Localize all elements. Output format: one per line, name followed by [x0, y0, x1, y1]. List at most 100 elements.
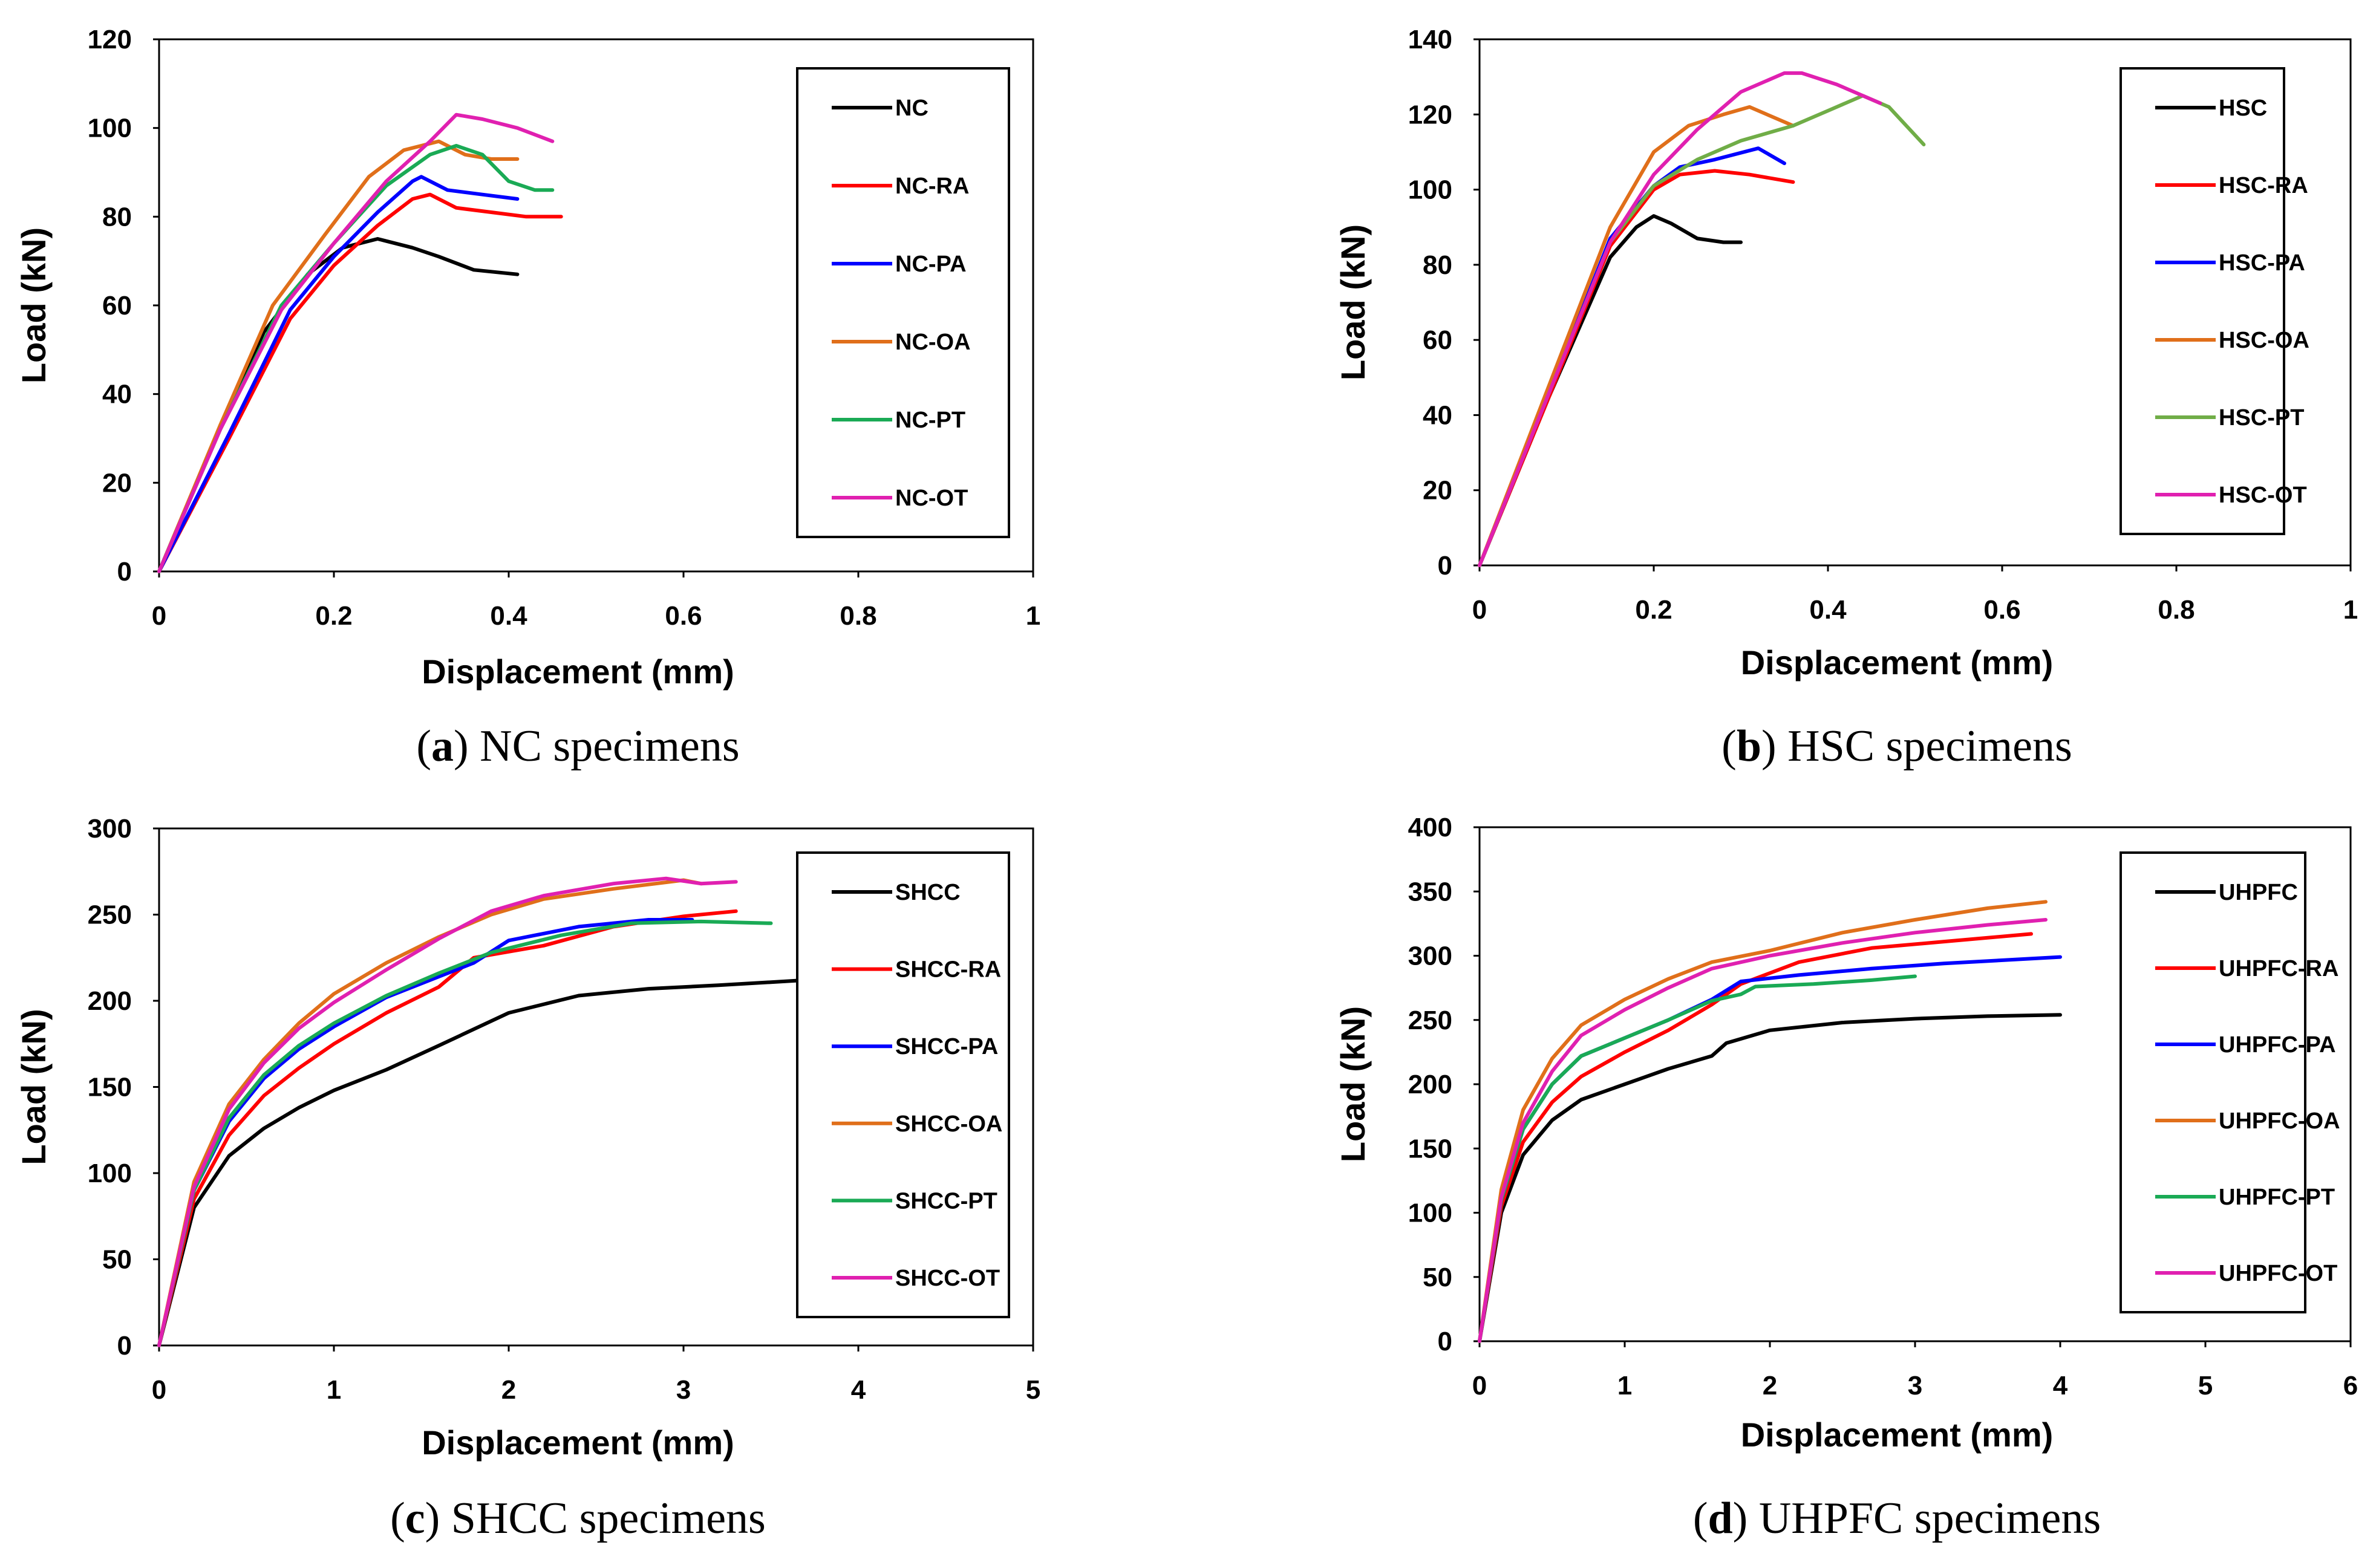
series-line-nc-ra [157, 192, 563, 573]
series-line-hsc-ot [1478, 71, 1882, 567]
series-line-nc-pt [157, 144, 555, 573]
legend-entry-label: UHPFC [2219, 880, 2298, 905]
legend-entry-label: UHPFC-OT [2219, 1261, 2337, 1286]
y-tick-label: 150 [88, 1073, 132, 1102]
chart-panel-a: 0 20 40 60 80 100 120 0 0.2 0.4 0.6 0.8 1 Displacemen… [15, 25, 1040, 771]
x-tick-label: 0.8 [2158, 595, 2195, 625]
x-tick-label: 6 [2343, 1371, 2358, 1400]
y-tick-label: 40 [1423, 400, 1452, 430]
series-line-uhpfc-ot [1478, 918, 2048, 1343]
y-tick-label: 150 [1408, 1134, 1452, 1163]
panel-caption-letter: c [405, 1494, 425, 1543]
series-line-shcc-ra [157, 909, 738, 1347]
x-tick-label: 4 [851, 1375, 866, 1405]
legend-entry-label: HSC-OT [2219, 483, 2307, 508]
y-tick-label: 300 [1408, 942, 1452, 971]
legend-entry-label: NC-OA [895, 330, 971, 355]
x-tick-label: 3 [1908, 1371, 1922, 1400]
legend-entry-label: NC-PT [895, 408, 965, 433]
chart-panel-b: 0 20 40 60 80 100 120 140 0 0.2 0.4 0.6 0.8 1 Displace… [1334, 25, 2358, 771]
x-axis-label: Displacement (mm) [422, 652, 734, 691]
x-tick-label: 1 [1026, 601, 1040, 631]
x-tick-label: 0 [152, 601, 166, 631]
series-line-shcc [157, 978, 808, 1347]
y-tick-label: 100 [1408, 175, 1452, 205]
legend-entry-label: UHPFC-PA [2219, 1032, 2336, 1058]
y-axis-label: Load (kN) [1334, 1006, 1372, 1162]
x-tick-label: 5 [1026, 1375, 1040, 1405]
series-line-hsc-ra [1478, 169, 1795, 567]
legend-entry-label: UHPFC-RA [2219, 956, 2338, 981]
y-tick-label: 200 [88, 986, 132, 1016]
panel-caption-letter: d [1708, 1494, 1733, 1543]
chart-panel-d: 0 50 100 150 200 250 300 350 400 0 1 2 3 4 5 6 Displacem… [1334, 813, 2358, 1543]
legend-entry-label: UHPFC-PT [2219, 1185, 2335, 1210]
y-tick-label: 250 [88, 900, 132, 930]
x-tick-label: 0 [152, 1375, 166, 1405]
y-axis-label: Load (kN) [15, 227, 53, 383]
legend-entry-label: NC-OT [895, 486, 968, 511]
panel-caption-letter: b [1737, 721, 1761, 771]
legend-entry-label: HSC-OA [2219, 328, 2309, 353]
panel-caption-text: HSC specimens [1787, 721, 2072, 771]
legend-entry-label: HSC-PT [2219, 405, 2304, 431]
x-tick-label: 1 [327, 1375, 341, 1405]
panel-caption-letter: a [431, 721, 454, 771]
chart-panel-c: 0 50 100 150 200 250 300 0 1 2 3 4 5 Displacement (mm… [15, 814, 1040, 1543]
series-line-nc [157, 237, 520, 573]
series-line-nc-pa [157, 175, 520, 573]
y-tick-label: 0 [1438, 551, 1452, 581]
x-tick-label: 1 [1617, 1371, 1632, 1400]
y-axis-label: Load (kN) [15, 1009, 53, 1165]
series-line-nc-ot [157, 112, 555, 573]
legend-entry-label: SHCC [895, 880, 961, 905]
y-tick-label: 100 [88, 114, 132, 143]
legend-entry-label: SHCC-PA [895, 1034, 998, 1059]
x-tick-label: 0 [1472, 595, 1487, 625]
legend-box [2120, 851, 2306, 1313]
x-tick-label: 2 [1763, 1371, 1777, 1400]
y-tick-label: 60 [1423, 325, 1452, 355]
series-line-uhpfc-pt [1478, 974, 1917, 1343]
x-tick-label: 0.6 [1983, 595, 2020, 625]
series-line-shcc-oa [157, 878, 703, 1347]
legend-entry-label: SHCC-RA [895, 957, 1001, 983]
y-tick-label: 0 [117, 1331, 132, 1361]
panel-caption-text: UHPFC specimens [1759, 1494, 2101, 1543]
y-tick-label: 80 [102, 202, 132, 232]
legend-entry-label: NC [895, 96, 928, 121]
series-line-nc-oa [157, 139, 520, 573]
y-tick-label: 60 [102, 291, 132, 320]
x-axis-label: Displacement (mm) [1741, 643, 2054, 682]
panel-caption-text: NC specimens [480, 721, 740, 771]
panel-caption: (b) HSC specimens [1721, 721, 2072, 771]
y-tick-label: 0 [117, 557, 132, 587]
series-line-shcc-ot [157, 876, 738, 1347]
y-tick-label: 50 [102, 1245, 132, 1275]
y-tick-label: 80 [1423, 250, 1452, 280]
legend-entry-label: SHCC-OT [895, 1266, 1000, 1291]
legend-box [796, 851, 1010, 1318]
series-line-hsc-pt [1478, 94, 1926, 567]
x-tick-label: 0.2 [315, 601, 352, 631]
y-tick-label: 100 [1408, 1199, 1452, 1228]
legend-entry-label: NC-RA [895, 174, 969, 199]
legend-entry-label: HSC-PA [2219, 250, 2305, 276]
x-tick-label: 0.4 [490, 601, 527, 631]
x-tick-label: 0.8 [840, 601, 876, 631]
legend-entry-label: UHPFC-OA [2219, 1108, 2340, 1134]
x-axis-label: Displacement (mm) [422, 1423, 734, 1462]
series-line-hsc [1478, 214, 1743, 567]
y-tick-label: 140 [1408, 25, 1452, 54]
y-tick-label: 250 [1408, 1006, 1452, 1035]
legend-entry-label: SHCC-OA [895, 1111, 1002, 1137]
y-tick-label: 100 [88, 1159, 132, 1188]
panel-caption: (d) UHPFC specimens [1693, 1494, 2101, 1543]
legend-entry-label: NC-PA [895, 252, 967, 277]
y-axis-label: Load (kN) [1334, 224, 1372, 380]
panel-caption-text: SHCC specimens [451, 1494, 766, 1543]
legend-box [2120, 67, 2285, 535]
legend-entry-label: SHCC-PT [895, 1188, 997, 1214]
x-axis-label: Displacement (mm) [1741, 1416, 2054, 1454]
